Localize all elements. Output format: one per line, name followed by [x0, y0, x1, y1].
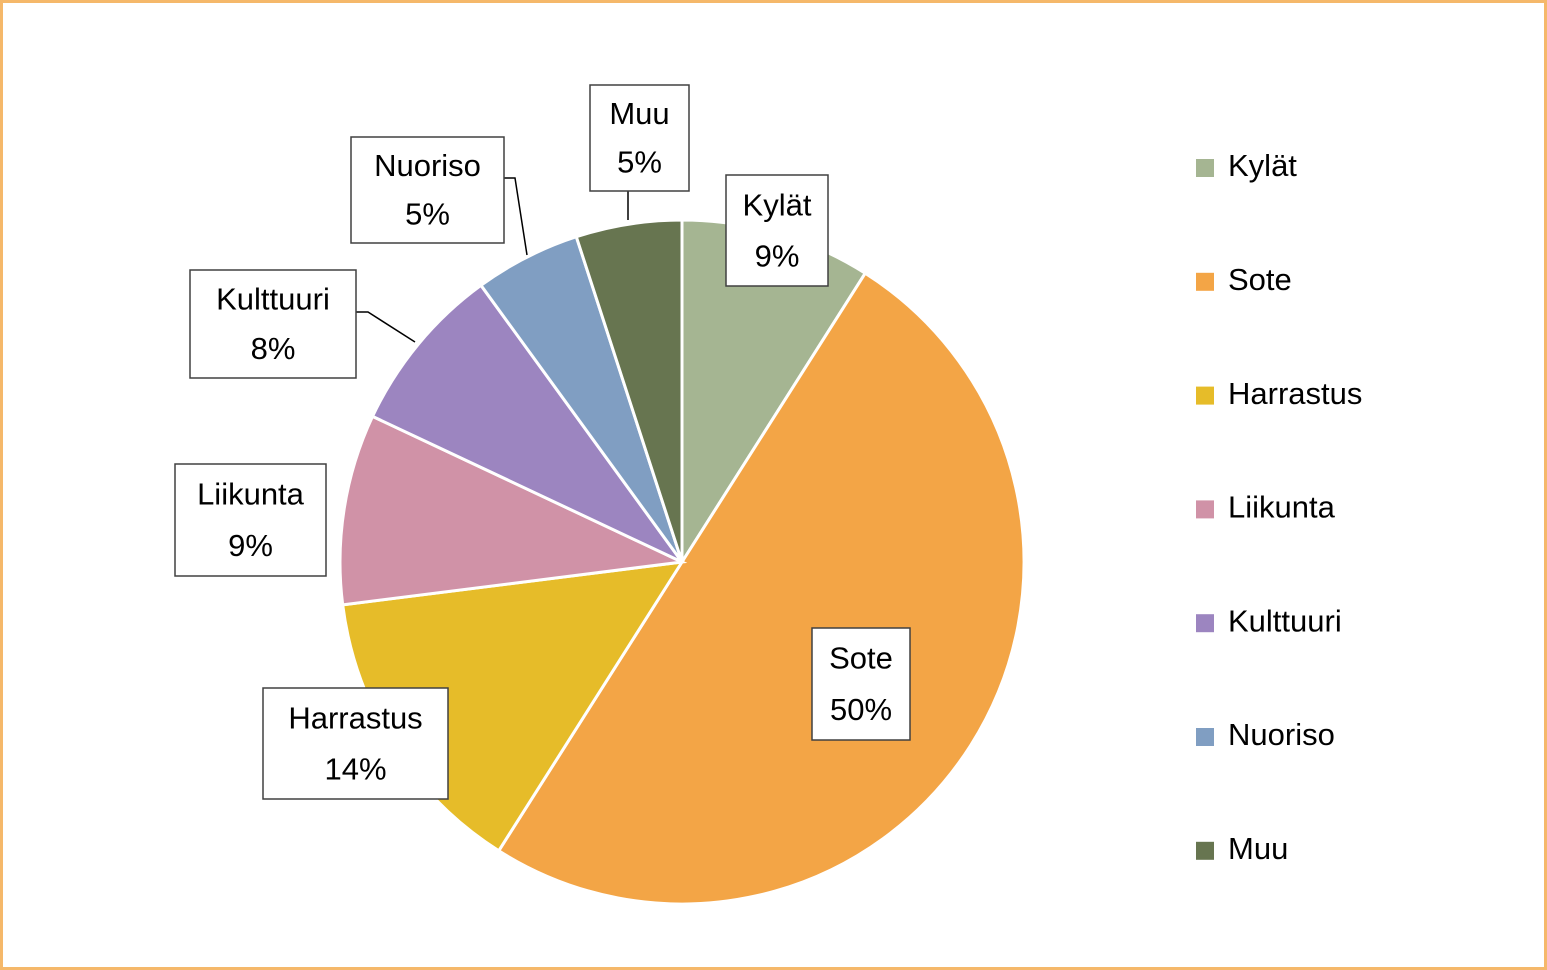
data-label-box [189, 269, 357, 379]
legend-swatch [1196, 841, 1214, 860]
pie-slice [338, 414, 688, 607]
legend-swatch [1196, 728, 1214, 746]
data-label-box [174, 463, 327, 577]
data-label-category: Harrastus [288, 700, 422, 735]
legend-label: Kulttuuri [1228, 603, 1342, 638]
legend-swatch [1196, 386, 1214, 405]
data-label-category: Muu [609, 96, 669, 131]
data-labels: Kylät 9% Sote 50% Harrastus 14% Liikunta 9% Kult… [174, 84, 911, 800]
data-label-value: 9% [228, 528, 273, 563]
legend: Kylät Sote Harrastus Liikunta Kulttuuri Nuori… [1196, 148, 1362, 866]
legend-swatch [1196, 272, 1214, 291]
legend-label: Harrastus [1228, 376, 1362, 411]
data-label-category: Liikunta [197, 477, 305, 512]
legend-label: Kylät [1228, 148, 1297, 183]
legend-label: Sote [1228, 262, 1292, 297]
data-label-category: Nuoriso [374, 148, 481, 183]
data-label-box [811, 627, 911, 741]
data-label-category: Kylät [743, 187, 812, 222]
data-label-category: Kulttuuri [216, 282, 330, 317]
pie-slice [370, 283, 684, 564]
pie [338, 218, 1026, 906]
legend-swatch [1196, 159, 1214, 177]
legend-swatch [1196, 614, 1214, 633]
data-label-value: 5% [405, 197, 450, 232]
data-label-value: 5% [617, 145, 662, 180]
data-label-value: 50% [830, 692, 892, 727]
data-label-value: 14% [324, 751, 386, 786]
data-label-box [725, 174, 829, 287]
legend-swatch [1196, 500, 1214, 519]
data-label-value: 8% [251, 331, 296, 366]
data-label-value: 9% [755, 238, 800, 273]
data-label-category: Sote [829, 641, 893, 676]
pie-slice [574, 218, 684, 563]
legend-label: Nuoriso [1228, 717, 1335, 752]
data-label-box [350, 136, 505, 244]
leader-line [504, 177, 528, 256]
data-label-box [262, 687, 449, 800]
leader-line [356, 311, 416, 343]
pie-slice [496, 271, 1026, 906]
data-label-box [589, 84, 690, 192]
legend-label: Liikunta [1228, 490, 1336, 525]
legend-label: Muu [1228, 831, 1288, 866]
